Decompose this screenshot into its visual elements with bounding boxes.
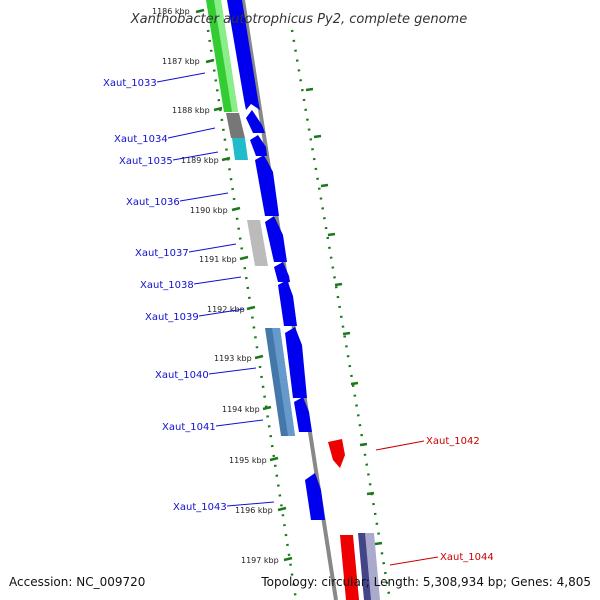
cds-track — [227, 0, 345, 520]
cds-arrow — [278, 280, 297, 326]
gene-label: Xaut_1041 — [162, 422, 216, 433]
cds-arrow — [246, 110, 265, 133]
kbp-label: 1188 kbp — [172, 106, 210, 115]
cds-arrow — [227, 0, 260, 110]
inner-tick-ring — [206, 29, 298, 600]
kbp-label: 1196 kbp — [235, 506, 273, 515]
kbp-label: 1186 kbp — [152, 7, 190, 16]
leader-line — [172, 151, 219, 161]
cds-arrow — [305, 473, 325, 520]
leader-line — [167, 127, 216, 139]
feature-cyan — [232, 138, 248, 160]
feature-steelblue-light — [272, 328, 295, 436]
leader-line — [226, 501, 275, 507]
kbp-label: 1191 kbp — [199, 255, 237, 264]
map-title: Xanthobacter autotrophicus Py2, complete… — [130, 12, 467, 27]
feature-green-highlight — [214, 0, 238, 112]
cds-arrow — [285, 327, 307, 398]
gene-label-leaders — [156, 72, 439, 566]
cds-arrow — [255, 155, 279, 216]
leader-line — [215, 419, 264, 427]
gene-label: Xaut_1043 — [173, 502, 227, 513]
topology-text: Topology: circular; Length: 5,308,934 bp… — [260, 575, 591, 589]
leader-line — [193, 276, 242, 285]
kbp-label: 1190 kbp — [190, 206, 228, 215]
outer-tick-ring — [290, 29, 392, 600]
cds-arrow — [294, 397, 312, 432]
outer-tick-marks — [305, 87, 383, 546]
kbp-label: 1197 kbp — [241, 556, 279, 565]
feature-lightgrey — [247, 220, 268, 266]
cds-arrow — [265, 216, 287, 262]
kbp-label: 1187 kbp — [162, 57, 200, 66]
gene-label: Xaut_1036 — [126, 197, 180, 208]
feature-slate-light — [365, 533, 380, 600]
kbp-label: 1194 kbp — [222, 405, 260, 414]
cds-arrow — [250, 135, 267, 156]
gene-label: Xaut_1042 — [426, 436, 480, 447]
gene-label: Xaut_1034 — [114, 134, 168, 145]
leader-line — [208, 367, 257, 375]
gene-label: Xaut_1038 — [140, 280, 194, 291]
cds-arrow-reverse — [328, 439, 345, 468]
cds-arrow — [274, 262, 290, 282]
accession-text: Accession: NC_009720 — [9, 575, 145, 589]
gene-label: Xaut_1040 — [155, 370, 209, 381]
kbp-label: 1189 kbp — [181, 156, 219, 165]
gene-labels: Xaut_1033 Xaut_1034 Xaut_1035 Xaut_1036 … — [103, 78, 494, 563]
feature-red-lower — [340, 535, 359, 600]
feature-track — [206, 0, 380, 600]
leader-line — [198, 308, 245, 317]
gene-label: Xaut_1033 — [103, 78, 157, 89]
leader-line — [156, 72, 206, 83]
gene-label: Xaut_1039 — [145, 312, 199, 323]
kbp-label: 1193 kbp — [214, 354, 252, 363]
kbp-label: 1192 kbp — [207, 305, 245, 314]
feature-grey — [226, 113, 245, 138]
leader-line — [375, 440, 425, 451]
kbp-tick-labels: 1186 kbp 1187 kbp 1188 kbp 1189 kbp 1190… — [152, 7, 383, 565]
leader-line — [389, 556, 439, 566]
leader-line — [188, 243, 237, 253]
gene-label: Xaut_1037 — [135, 248, 189, 259]
leader-line — [179, 192, 229, 202]
kbp-label: 1195 kbp — [229, 456, 267, 465]
kbp-tick-marks — [195, 8, 293, 562]
gene-label: Xaut_1044 — [440, 552, 494, 563]
gene-label: Xaut_1035 — [119, 156, 173, 167]
